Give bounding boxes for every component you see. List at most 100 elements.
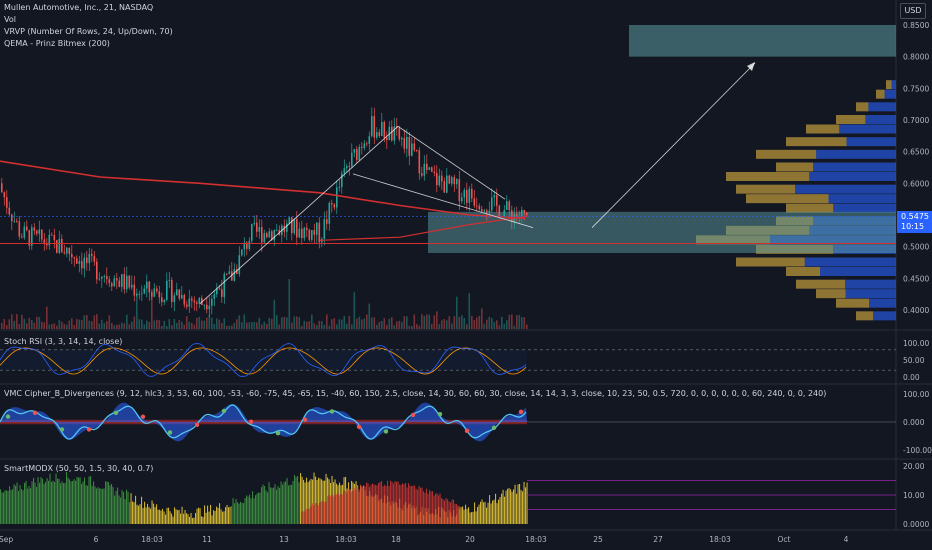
volume-bar	[308, 321, 311, 329]
time-axis-label: 18:03	[525, 535, 547, 544]
volume-bar	[473, 320, 476, 329]
smartmodx-red-bar	[324, 502, 326, 524]
candle-body	[188, 298, 191, 307]
smartmodx-bar	[156, 504, 158, 524]
smartmodx-bar	[511, 491, 513, 524]
smartmodx-red-bar	[343, 490, 345, 524]
smartmodx-bar	[55, 473, 57, 524]
smartmodx-bar	[325, 473, 327, 524]
projection-arrow-line	[591, 62, 756, 228]
candle-body	[488, 210, 491, 213]
volume-bar	[278, 324, 281, 329]
volume-bar	[91, 321, 93, 329]
smartmodx-bar	[0, 489, 2, 524]
smartmodx-bar	[129, 502, 131, 524]
smartmodx-red-bar	[306, 508, 308, 524]
smartmodx-bar	[259, 492, 261, 524]
volume-bar	[66, 324, 68, 329]
candle-body	[21, 236, 23, 238]
candle-body	[328, 202, 331, 224]
smartmodx-bar	[307, 482, 309, 524]
candle-body	[436, 173, 438, 186]
smartmodx-bar	[22, 490, 24, 524]
candle-body	[421, 173, 423, 176]
vrvp-legend: VRVP (Number Of Rows, 24, Up/Down, 70)	[4, 27, 173, 36]
smartmodx-bar	[210, 504, 212, 524]
volume-bar	[356, 318, 358, 329]
smartmodx-bar	[261, 487, 263, 524]
smartmodx-bar	[258, 492, 260, 524]
smartmodx-red-bar	[438, 495, 440, 524]
volume-bar	[333, 318, 336, 329]
candle-body	[388, 126, 391, 141]
smartmodx-bar	[187, 514, 189, 524]
volume-bar	[371, 317, 373, 329]
smartmodx-bar	[30, 488, 32, 524]
smartmodx-red-bar	[454, 503, 456, 524]
smartmodx-bar	[235, 499, 237, 524]
candle-body	[393, 126, 396, 141]
volume-bar	[361, 319, 363, 329]
smartmodx-tick-label: 0.0000	[903, 520, 929, 529]
smartmodx-red-bar	[322, 500, 324, 524]
volume-bar	[1, 323, 3, 329]
candle-body	[508, 201, 511, 211]
stoch-rsi-legend: Stoch RSI (3, 3, 14, 14, close)	[4, 337, 123, 346]
price-tick-label: 0.5000	[903, 243, 929, 252]
volume-bar	[213, 323, 216, 329]
candle-body	[243, 242, 246, 250]
volume-bar	[276, 315, 278, 329]
smartmodx-bar	[306, 477, 308, 524]
smartmodx-bar	[304, 482, 306, 524]
trend-line-down	[397, 126, 506, 200]
smartmodx-bar	[228, 507, 230, 524]
cipher-dot	[248, 419, 254, 424]
volume-bar	[211, 317, 213, 329]
smartmodx-bar	[171, 513, 173, 524]
smartmodx-red-bar	[450, 502, 452, 524]
candle-body	[11, 214, 13, 222]
smartmodx-bar	[198, 507, 200, 524]
volume-profile-up-bar	[865, 115, 896, 124]
smartmodx-bar	[463, 509, 465, 524]
smartmodx-bar	[189, 516, 191, 524]
cipher-dot	[518, 409, 524, 414]
volume-bar	[466, 324, 468, 329]
volume-bar	[133, 316, 136, 329]
smartmodx-bar	[93, 481, 95, 524]
smartmodx-bar	[63, 482, 65, 524]
candle-body	[331, 202, 333, 205]
candle-body	[453, 177, 456, 185]
smartmodx-bar	[150, 508, 152, 524]
candle-body	[461, 197, 463, 202]
volume-bar	[321, 321, 323, 329]
smartmodx-bar	[177, 510, 179, 524]
smartmodx-bar	[147, 503, 149, 524]
smartmodx-red-bar	[429, 490, 431, 524]
candle-body	[78, 261, 81, 264]
smartmodx-bar	[69, 479, 71, 524]
price-tick-label: 0.4000	[903, 306, 929, 315]
volume-profile-up-bar	[828, 194, 896, 204]
smartmodx-bar	[237, 502, 239, 524]
candle-body	[261, 227, 263, 243]
smartmodx-red-bar	[361, 486, 363, 524]
candle-body	[196, 302, 198, 304]
price-tick-label: 0.4500	[903, 274, 929, 283]
currency-button[interactable]: USD	[900, 3, 926, 19]
candle-body	[491, 197, 493, 211]
smartmodx-bar	[162, 508, 164, 524]
volume-bar	[26, 323, 28, 329]
volume-bar	[438, 324, 441, 329]
candle-body	[361, 146, 363, 149]
cipher-dot	[410, 412, 416, 418]
volume-bar	[416, 324, 418, 329]
candle-body	[511, 210, 513, 222]
cipher-dot	[302, 417, 308, 422]
volume-bar	[31, 320, 33, 329]
smartmodx-red-bar	[423, 491, 425, 524]
smartmodx-bar	[486, 507, 488, 524]
smartmodx-red-bar	[367, 483, 369, 524]
candle-body	[493, 195, 496, 198]
